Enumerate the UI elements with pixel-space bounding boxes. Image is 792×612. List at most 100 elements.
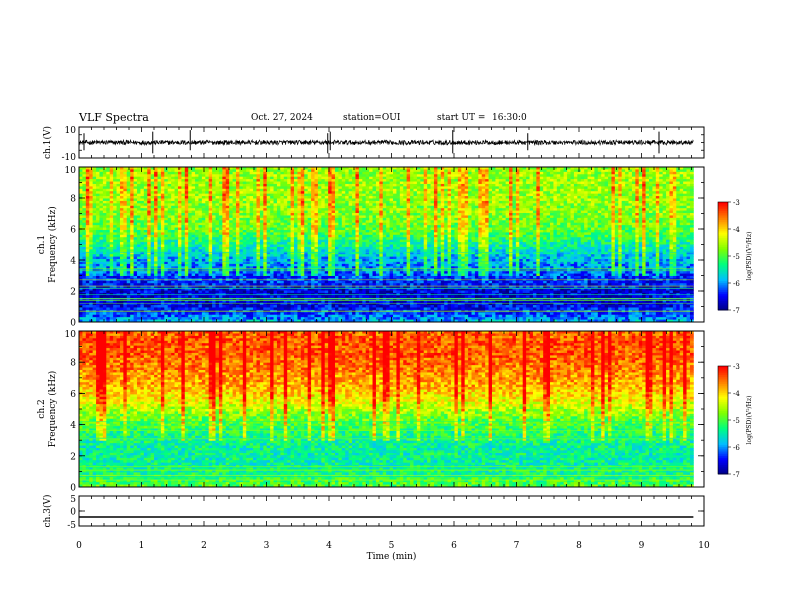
ch1-spectrogram-cell <box>239 208 244 211</box>
ch1-spectrogram-cell <box>253 249 257 253</box>
ch1-spectrogram-cell <box>280 312 285 316</box>
ch1-spectrogram-cell <box>324 205 329 209</box>
ch1-spectrogram-cell <box>177 208 182 211</box>
ch1-spectrogram-cell <box>102 302 107 306</box>
ch1-spectrogram-cell <box>106 300 111 304</box>
ch1-spectrogram-cell <box>304 305 309 308</box>
ch1-spectrogram-cell <box>126 302 131 306</box>
ch1-spectrogram-cell <box>317 285 322 289</box>
ch1-spectrogram-cell <box>157 259 162 262</box>
ch1-spectrogram-cell <box>157 171 162 175</box>
ch1-spectrogram-cell <box>317 305 322 308</box>
ch1-spectrogram-cell <box>150 237 155 241</box>
ch1-spectrogram-cell <box>154 317 158 320</box>
ch1-spectrogram-cell <box>109 280 114 284</box>
ch1-spectrogram-cell <box>334 283 339 287</box>
ch1-spectrogram-cell <box>225 288 230 291</box>
ch1-spectrogram-cell <box>119 176 124 180</box>
ch1-spectrogram-cell <box>188 285 193 289</box>
ch1-spectrogram-cell <box>324 275 329 279</box>
ch1-spectrogram-cell <box>259 179 264 182</box>
ch1-spectrogram-cell <box>113 239 117 243</box>
ch1-spectrogram-cell <box>79 217 83 221</box>
ch1-spectrogram-cell <box>198 171 203 175</box>
ch1-spectrogram-cell <box>174 213 179 216</box>
ch1-spectrogram-cell <box>215 225 220 228</box>
ch1-spectrogram-cell <box>201 234 206 238</box>
ch1-spectrogram-cell <box>143 169 148 173</box>
ch1-spectrogram-cell <box>256 196 261 199</box>
ch1-spectrogram-cell <box>89 275 94 279</box>
ch1-spectrogram-cell <box>212 205 216 209</box>
ch1-spectrogram-cell <box>280 302 285 306</box>
ch1-spectrogram-cell <box>150 186 155 190</box>
ch1-spectrogram-cell <box>208 271 213 274</box>
ch1-spectrogram-cell <box>137 179 141 182</box>
ch1-spectrogram-cell <box>205 239 210 243</box>
ch1-spectrogram-cell <box>201 307 206 311</box>
ch1-spectrogram-cell <box>160 302 165 306</box>
ch1-spectrogram-cell <box>236 196 240 199</box>
ch1-spectrogram-cell <box>249 242 254 245</box>
ch1-spectrogram-cell <box>137 271 141 274</box>
ch1-spectrogram-cell <box>82 196 87 199</box>
ch1-spectrogram-cell <box>198 268 203 272</box>
ch1-spectrogram-cell <box>328 181 332 185</box>
ch1-spectrogram-cell <box>147 290 152 294</box>
ch1-spectrogram-cell <box>188 181 193 185</box>
ch1-spectrogram-cell <box>147 300 152 304</box>
ch1-spectrogram-cell <box>130 181 135 185</box>
ch1-spectrogram-cell <box>270 239 274 243</box>
ch1-spectrogram-cell <box>236 234 240 238</box>
ch1-spectrogram-cell <box>133 305 138 308</box>
ch1-spectrogram-cell <box>191 237 196 241</box>
ch1-spectrogram-cell <box>208 198 213 202</box>
ch1-spectrogram-cell <box>259 244 264 248</box>
ch1-spectrogram-cell <box>99 193 104 197</box>
ch1-spectrogram-cell <box>266 280 271 284</box>
ch1-spectrogram-cell <box>246 314 251 318</box>
ch1-spectrogram-cell <box>116 188 121 192</box>
ch1-spectrogram-cell <box>212 171 216 175</box>
ch1-spectrogram-cell <box>314 229 319 233</box>
ch1-spectrogram-cell <box>150 275 155 279</box>
ch1-spectrogram-cell <box>314 237 319 241</box>
ch1-spectrogram-cell <box>102 215 107 219</box>
ch1-spectrogram-cell <box>263 259 268 262</box>
ch1-spectrogram-cell <box>297 193 302 197</box>
ch1-spectrogram-cell <box>96 280 100 284</box>
ch1-spectrogram-cell <box>85 259 90 262</box>
ch1-spectrogram-cell <box>157 193 162 197</box>
ch1-spectrogram-cell <box>85 319 90 323</box>
ch1-spectrogram-cell <box>191 285 196 289</box>
ch1-spectrogram-cell <box>150 314 155 318</box>
ch1-spectrogram-cell <box>188 215 193 219</box>
ch1-spectrogram-cell <box>236 305 240 308</box>
ch1-spectrogram-cell <box>297 205 302 209</box>
ch1-spectrogram-cell <box>154 217 158 221</box>
ch1-spectrogram-cell <box>304 229 309 233</box>
ch1-spectrogram-cell <box>198 203 203 207</box>
ch1-spectrogram-cell <box>85 273 90 277</box>
ch1-spectrogram-cell <box>222 283 227 287</box>
ch1-spectrogram-cell <box>137 319 141 323</box>
ch1-spectrogram-cell <box>191 169 196 173</box>
ch1-spectrogram-cell <box>300 275 305 279</box>
ch1-spectrogram-cell <box>191 314 196 318</box>
ch1-spectrogram-cell <box>102 196 107 199</box>
ch1-spectrogram-cell <box>317 242 322 245</box>
ch1-spectrogram-cell <box>133 259 138 262</box>
ch1-spectrogram-cell <box>256 275 261 279</box>
ch1-spectrogram-cell <box>198 242 203 245</box>
ch1-spectrogram-cell <box>249 176 254 180</box>
ch1-spectrogram-cell <box>143 181 148 185</box>
ch1-spectrogram-cell <box>263 179 268 182</box>
ch1-spectrogram-cell <box>177 234 182 238</box>
ch1-spectrogram-cell <box>263 176 268 180</box>
ch1-spectrogram-cell <box>126 268 131 272</box>
ch1-spectrogram-cell <box>290 305 295 308</box>
ch1-spectrogram-cell <box>321 237 326 241</box>
ch1-spectrogram-cell <box>82 244 87 248</box>
ch1-spectrogram-cell <box>225 266 230 270</box>
ch1-spectrogram-cell <box>164 225 169 228</box>
